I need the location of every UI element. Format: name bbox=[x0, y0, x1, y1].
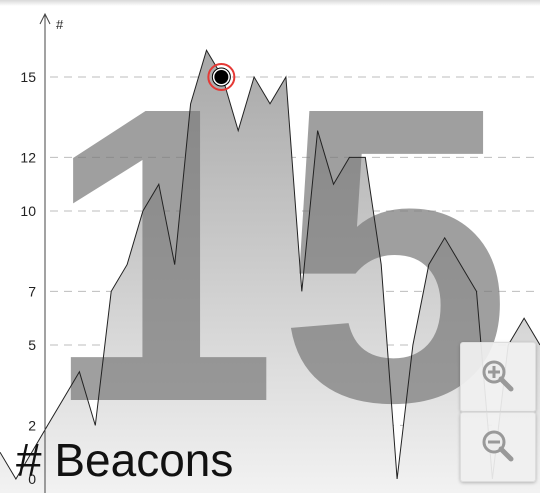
y-tick-label: 2 bbox=[28, 417, 36, 433]
area-layer bbox=[0, 50, 540, 493]
current-value-display-layer: 15 bbox=[44, 21, 511, 490]
current-value-big-number: 15 bbox=[44, 21, 511, 490]
zoom-in-button[interactable] bbox=[460, 342, 536, 412]
series-area bbox=[0, 50, 540, 493]
y-axis-arrow-icon bbox=[39, 12, 51, 25]
y-axis-label: # bbox=[56, 17, 64, 32]
y-tick-label: 5 bbox=[28, 337, 36, 353]
y-tick-label: 12 bbox=[20, 149, 36, 165]
y-tick-label: 0 bbox=[28, 471, 36, 487]
zoom-out-magnifier-icon bbox=[482, 430, 514, 462]
line-layer bbox=[0, 48, 540, 480]
zoom-in-magnifier-icon bbox=[482, 360, 514, 392]
series-line bbox=[0, 48, 540, 480]
top-shadow bbox=[0, 0, 540, 6]
y-tick-label: 15 bbox=[20, 69, 36, 85]
y-axis: # bbox=[39, 12, 64, 493]
chart-title: # Beacons bbox=[16, 434, 234, 486]
zoom-out-button[interactable] bbox=[460, 412, 536, 482]
y-tick-label: 10 bbox=[20, 203, 36, 219]
marker-dot bbox=[214, 70, 229, 84]
y-tick-label: 7 bbox=[28, 283, 36, 299]
marker-ring bbox=[207, 63, 236, 91]
current-marker bbox=[207, 63, 236, 91]
y-tick-labels: 0 2 5 7 10 12 15 bbox=[20, 69, 36, 487]
